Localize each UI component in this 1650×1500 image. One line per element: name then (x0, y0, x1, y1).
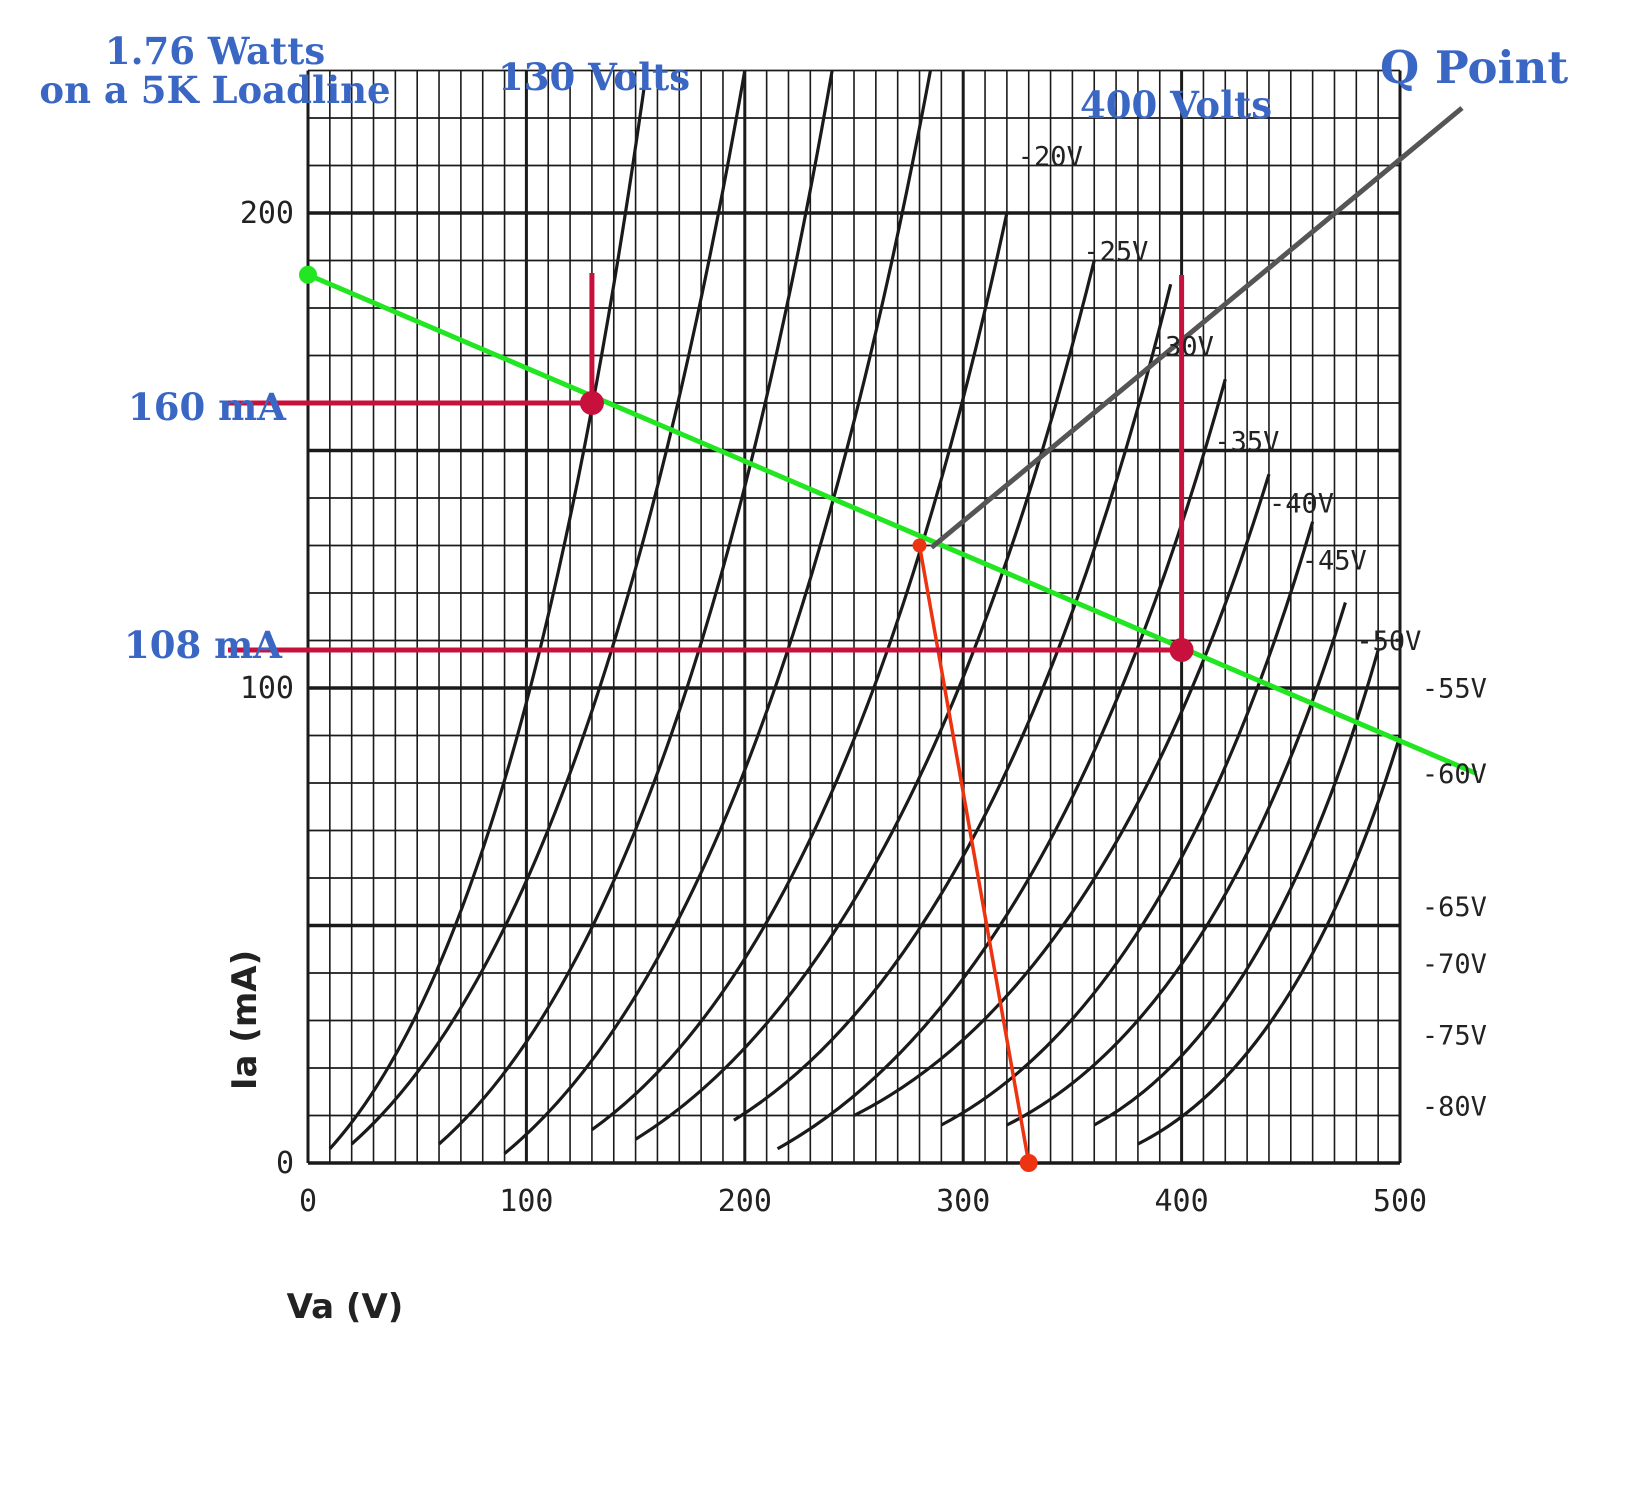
curve-label: -65V (1422, 892, 1487, 923)
curve-label: -20V (1018, 142, 1083, 173)
plate-curve (503, 70, 933, 1155)
y-tick-label: 100 (240, 671, 294, 706)
loadline-endpoint (299, 265, 317, 284)
power-annotation: 1.76 Watts on a 5K Loadline (30, 32, 400, 110)
bias-endpoint (1019, 1154, 1038, 1172)
plate-curve (940, 521, 1315, 1127)
power-line-2: on a 5K Loadline (39, 67, 391, 112)
curve-label: -25V (1083, 237, 1148, 268)
x-tick-label: 100 (499, 1184, 553, 1219)
curve-label: -60V (1422, 759, 1487, 790)
y-tick-label: 0 (276, 1146, 294, 1181)
x-tick-label: 400 (1155, 1184, 1209, 1219)
loadline (307, 272, 1478, 776)
chart-labels: 0 100 200 300 400 500 0 100 200 Va (V) Ia (mA) -20V… (225, 142, 1487, 1328)
plate-curve (328, 70, 649, 1150)
x-tick-label: 0 (299, 1184, 317, 1219)
plate-curve (350, 70, 747, 1146)
plate-curve (634, 260, 1096, 1141)
plate-curve (1006, 602, 1347, 1127)
swing-point-low (579, 391, 604, 415)
volts-low-annotation: 130 Volts (498, 55, 691, 99)
plate-curve (1137, 735, 1402, 1146)
x-axis-title: Va (V) (287, 1287, 404, 1327)
curve-label: -55V (1422, 674, 1487, 705)
plate-curve (1093, 649, 1380, 1127)
q-point-annotation: Q Point (1380, 41, 1569, 94)
plate-curve (776, 378, 1227, 1151)
volts-high-annotation: 400 Volts (1080, 83, 1273, 127)
q-point-dot (912, 538, 927, 553)
curve-label: -40V (1269, 488, 1334, 519)
curve-label: -80V (1422, 1092, 1487, 1123)
chart-grid (306, 69, 1402, 1165)
curve-label: -35V (1214, 427, 1279, 458)
x-tick-label: 300 (936, 1184, 990, 1219)
curve-label: -30V (1149, 332, 1214, 363)
plate-curve (853, 473, 1271, 1117)
x-tick-label: 200 (718, 1184, 772, 1219)
q-point-pointer (929, 106, 1464, 550)
plate-curve (590, 212, 1009, 1132)
swing-point-high (1169, 638, 1194, 662)
y-tick-label: 200 (240, 196, 294, 231)
x-tick-label: 500 (1373, 1184, 1427, 1219)
chart-overlays (228, 106, 1478, 1172)
power-line-1: 1.76 Watts (104, 29, 326, 73)
curve-label: -70V (1422, 949, 1487, 980)
plate-curves (328, 70, 1402, 1155)
curve-label: -50V (1356, 626, 1421, 657)
bias-line (917, 545, 1031, 1164)
curve-label: -45V (1302, 545, 1367, 576)
plate-curve (733, 283, 1173, 1122)
y-axis-title: Ia (mA) (225, 950, 265, 1090)
current-high-annotation: 160 mA (128, 385, 286, 429)
curve-label: -75V (1422, 1020, 1487, 1051)
current-low-annotation: 108 mA (124, 623, 282, 667)
plate-curve (437, 70, 834, 1146)
